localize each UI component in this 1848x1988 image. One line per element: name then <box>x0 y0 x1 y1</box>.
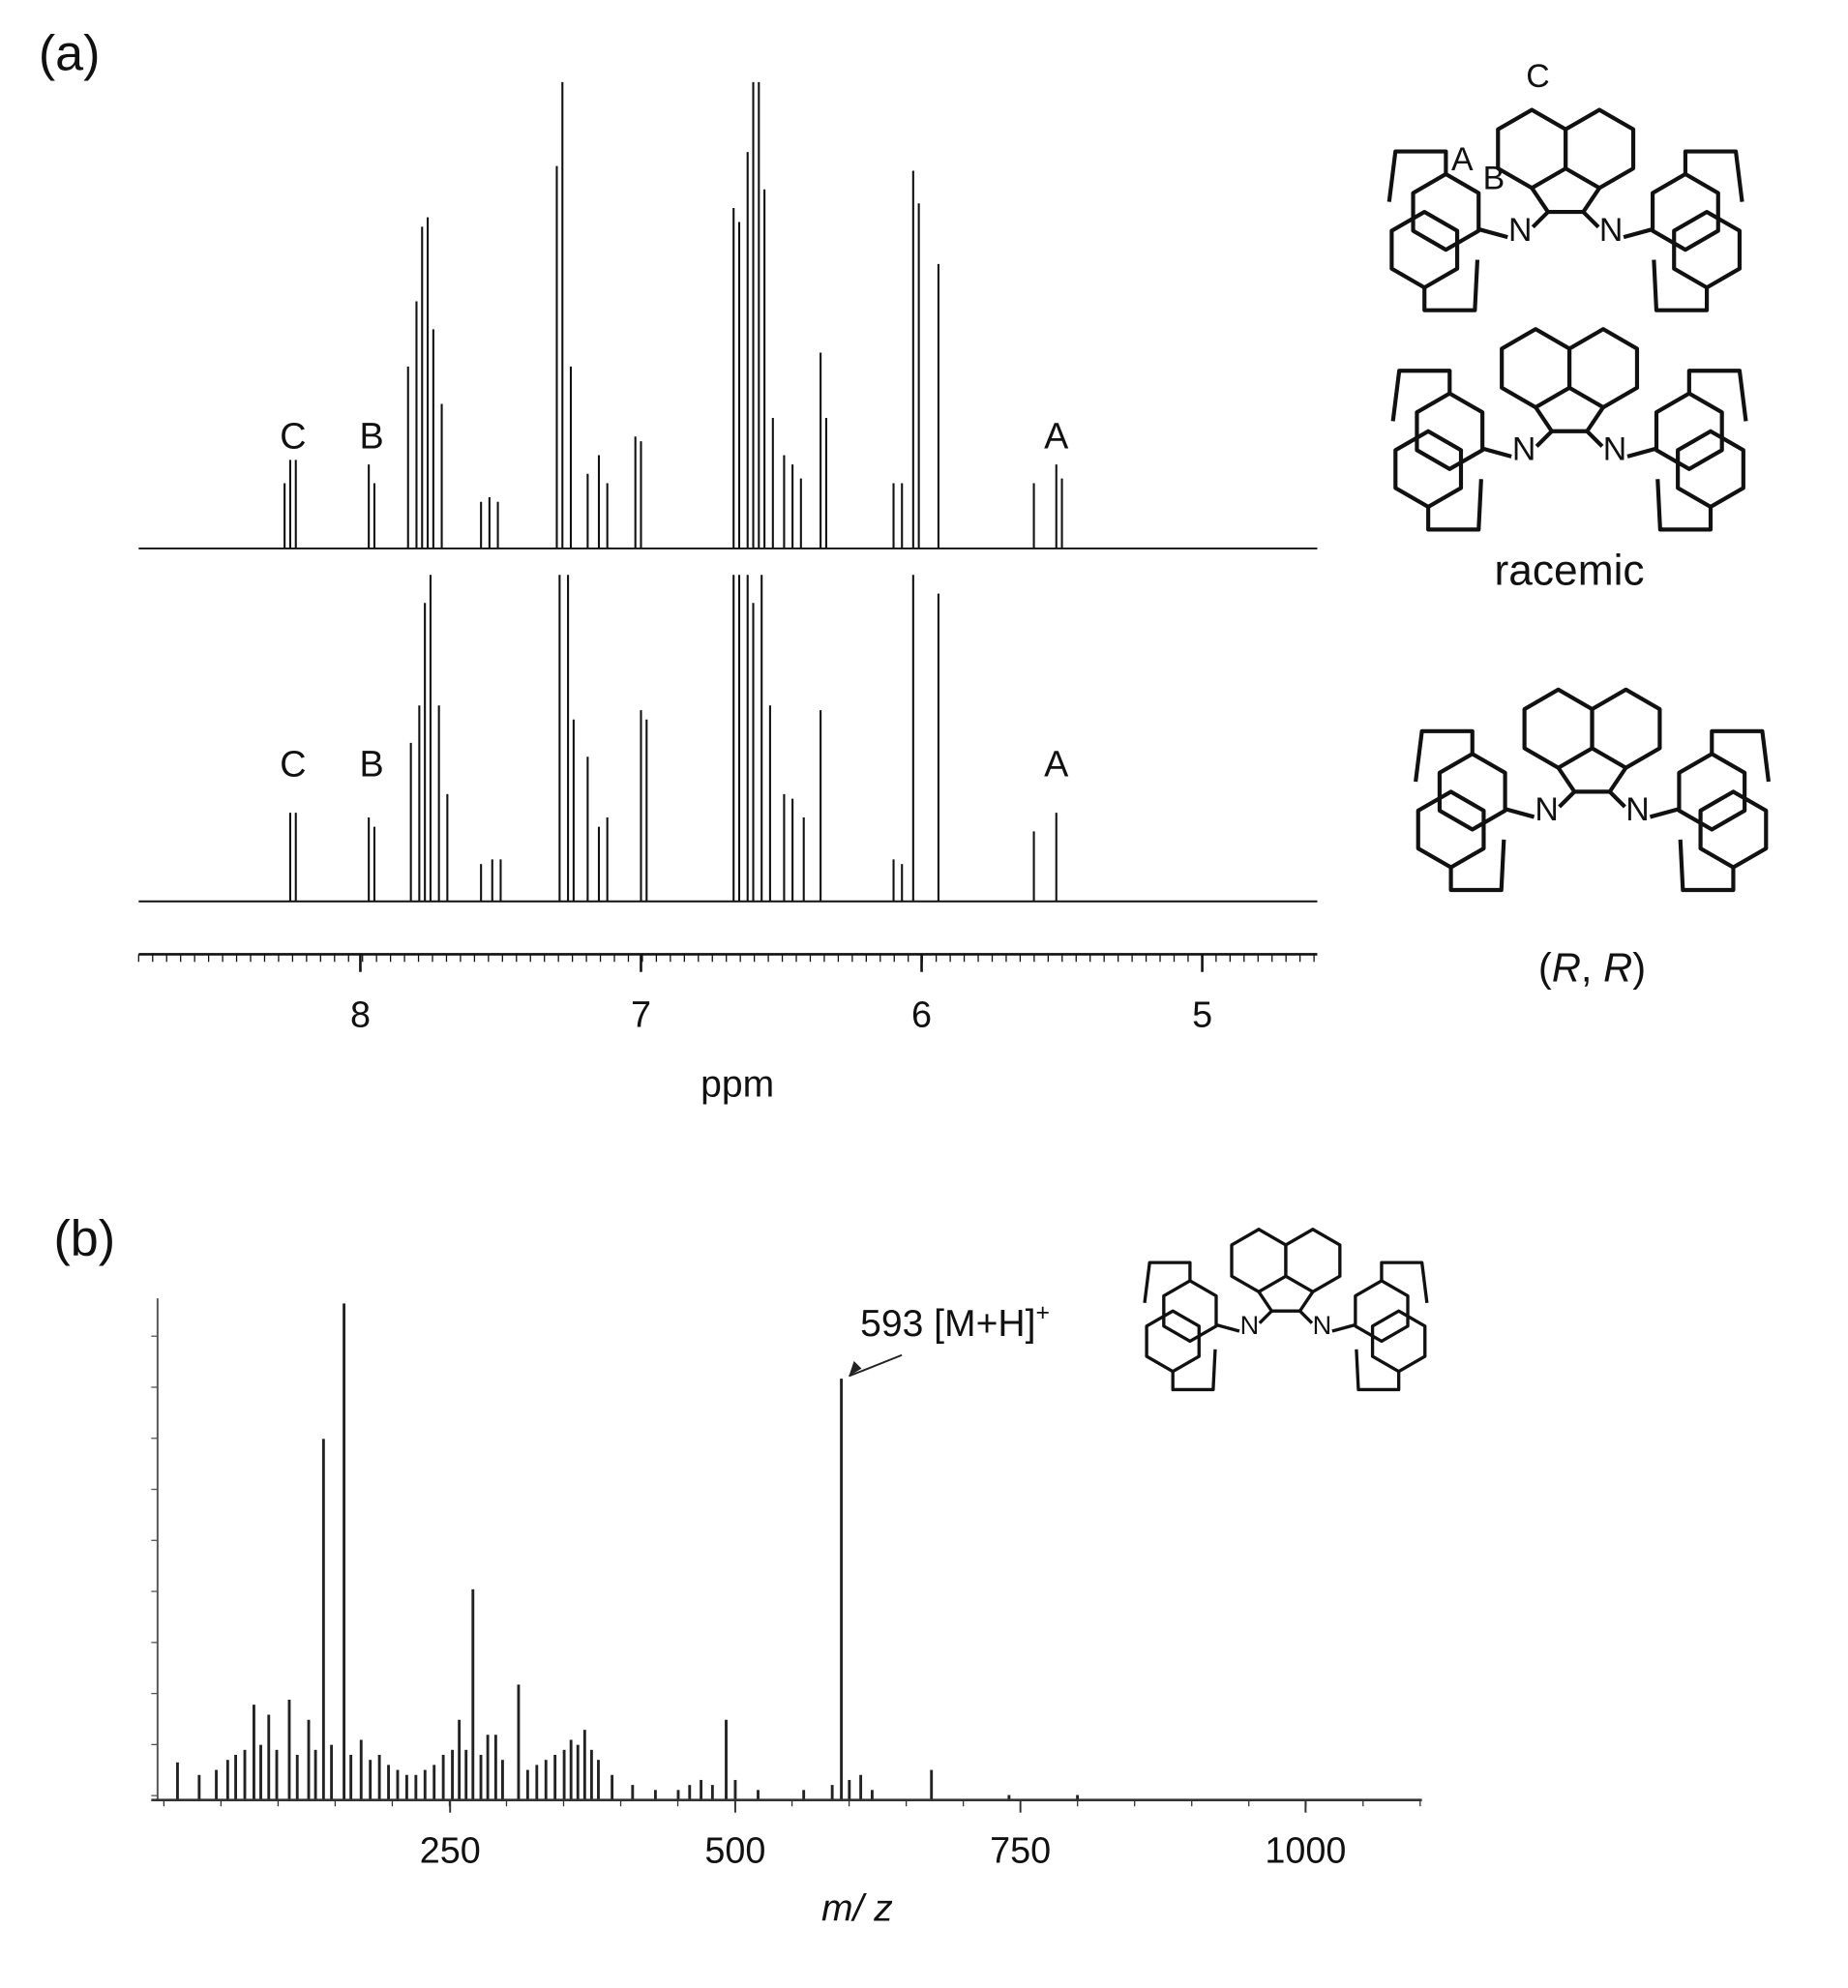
ring <box>1389 171 1481 290</box>
x-tick-label: 5 <box>1192 995 1212 1036</box>
structure-caption: racemic <box>1495 548 1645 595</box>
x-tick-label: 7 <box>631 995 651 1036</box>
ring <box>1393 391 1485 510</box>
ring <box>1230 1228 1342 1294</box>
bridge <box>1652 149 1744 312</box>
atom-label: N <box>1512 431 1535 468</box>
bond <box>1505 789 1576 819</box>
bridge <box>1678 728 1771 893</box>
caption-part: , <box>1581 944 1603 990</box>
peak-annotation: B <box>359 744 383 785</box>
bond <box>1482 430 1554 459</box>
panel-label: (b) <box>53 1210 115 1266</box>
x-tick-label: 6 <box>911 995 932 1036</box>
bond <box>1608 789 1679 819</box>
peak-annotation: A <box>1044 744 1069 785</box>
atom-label: N <box>1240 1310 1260 1340</box>
bridge <box>1390 369 1483 532</box>
ring <box>1500 327 1640 410</box>
bond <box>1585 430 1656 459</box>
atom-label: B <box>1483 160 1505 196</box>
structure-caption: (R, R) <box>1538 944 1646 990</box>
atom-label: N <box>1625 791 1649 828</box>
atom-label: A <box>1451 141 1474 178</box>
bridge <box>1414 728 1506 893</box>
bridge <box>1355 1261 1429 1392</box>
caption-part: ) <box>1632 944 1646 990</box>
ring <box>1496 107 1636 191</box>
x-tick-label: 750 <box>990 1830 1051 1871</box>
structure <box>1386 107 1744 312</box>
panel-label: (a) <box>39 26 101 82</box>
bridge <box>1655 369 1748 532</box>
peak-annotation: C <box>280 744 306 785</box>
ring <box>1354 1279 1427 1374</box>
bridge <box>1143 1261 1217 1392</box>
peak-annotation: C <box>280 417 306 458</box>
annotation-text: 593 [M+H] <box>860 1303 1035 1345</box>
atom-label: N <box>1508 212 1532 249</box>
ring <box>1677 752 1769 870</box>
ring <box>1522 687 1662 770</box>
annotation-arrow <box>849 1353 903 1378</box>
atom-label: N <box>1599 212 1623 249</box>
structure <box>1390 327 1748 532</box>
ring <box>1145 1279 1218 1374</box>
ring <box>1257 1291 1315 1313</box>
structure <box>1414 687 1771 893</box>
bond <box>1298 1309 1356 1333</box>
structure <box>1143 1228 1429 1392</box>
x-tick-label: 1000 <box>1265 1830 1346 1871</box>
x-axis-title: ppm <box>700 1064 774 1106</box>
ring <box>1416 752 1507 870</box>
caption-part: R <box>1552 944 1581 990</box>
atom-label: N <box>1313 1310 1332 1340</box>
caption-part: ( <box>1538 944 1552 990</box>
atom-label: C <box>1526 58 1549 95</box>
bond <box>1479 210 1550 240</box>
ring <box>1556 766 1628 794</box>
arrow-head <box>849 1360 862 1377</box>
atom-label: N <box>1535 791 1558 828</box>
annotation-superscript: + <box>1035 1299 1049 1325</box>
x-tick-label: 250 <box>420 1830 481 1871</box>
ring <box>1534 405 1605 433</box>
ring <box>1530 187 1601 215</box>
peak-annotation: 593 [M+H]+ <box>860 1299 1050 1345</box>
ring <box>1650 171 1743 290</box>
peak-annotation: A <box>1044 417 1069 458</box>
atom-label: N <box>1603 431 1626 468</box>
caption-part: R <box>1603 944 1632 990</box>
bridge <box>1386 149 1480 312</box>
x-axis-title: m/ z <box>821 1888 893 1930</box>
x-tick-label: 500 <box>704 1830 765 1871</box>
ring <box>1654 391 1745 510</box>
x-tick-label: 8 <box>350 995 371 1036</box>
bond <box>1216 1309 1273 1333</box>
bond <box>1581 210 1653 240</box>
peak-annotation: B <box>359 417 383 458</box>
